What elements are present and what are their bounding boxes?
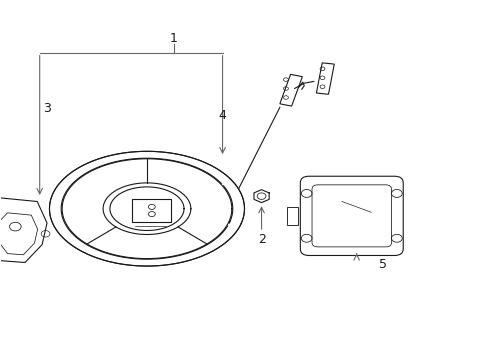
- Text: 2: 2: [257, 233, 265, 246]
- Bar: [316, 63, 334, 94]
- Bar: [286, 207, 297, 225]
- Bar: [132, 199, 171, 222]
- Text: 5: 5: [379, 258, 386, 271]
- Text: 4: 4: [218, 109, 226, 122]
- Bar: [279, 75, 302, 106]
- Text: 3: 3: [43, 102, 51, 115]
- Text: 1: 1: [169, 32, 177, 45]
